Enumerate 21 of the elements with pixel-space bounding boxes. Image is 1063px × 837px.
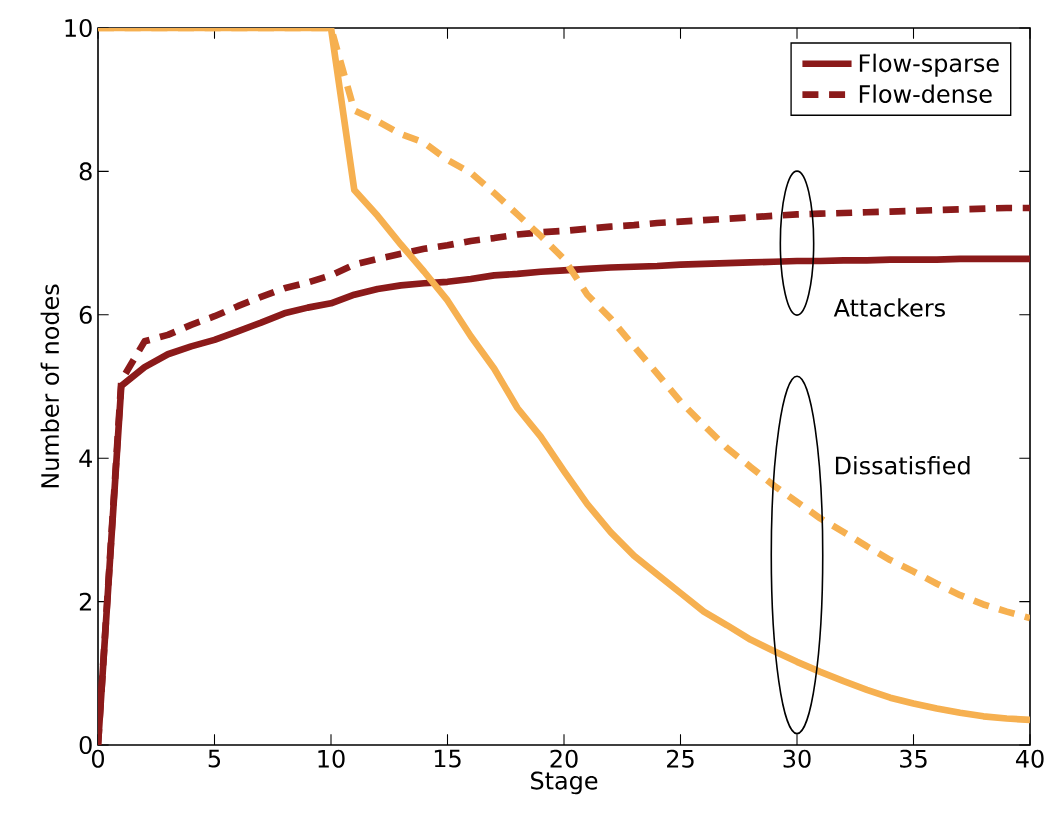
x-tick-label: 10: [318, 749, 345, 768]
y-tick-label: 4: [79, 449, 92, 467]
y-tick-label: 8: [79, 162, 92, 181]
y-tick-label: 10: [65, 18, 92, 38]
legend-label: Flow-sparse: [859, 53, 999, 77]
y-tick-label: 6: [79, 305, 92, 324]
annotation: Attackers: [833, 298, 945, 317]
x-tick-label: 20: [550, 749, 578, 768]
y-axis-title: Number of nodes: [40, 284, 60, 488]
x-tick-label: 30: [783, 749, 811, 768]
y-tick-label: 2: [79, 592, 91, 611]
annotation: Dissatisfied: [835, 456, 970, 475]
x-axis-title: Stage: [531, 771, 598, 795]
x-tick-label: 0: [91, 749, 105, 768]
x-tick-label: 15: [434, 749, 461, 768]
y-tick-label: 0: [79, 735, 92, 755]
x-tick-label: 5: [208, 749, 221, 768]
x-tick-label: 25: [667, 749, 694, 768]
x-tick-label: 35: [900, 749, 927, 768]
x-tick-label: 40: [1015, 749, 1044, 768]
legend-label: Flow-dense: [859, 84, 992, 103]
